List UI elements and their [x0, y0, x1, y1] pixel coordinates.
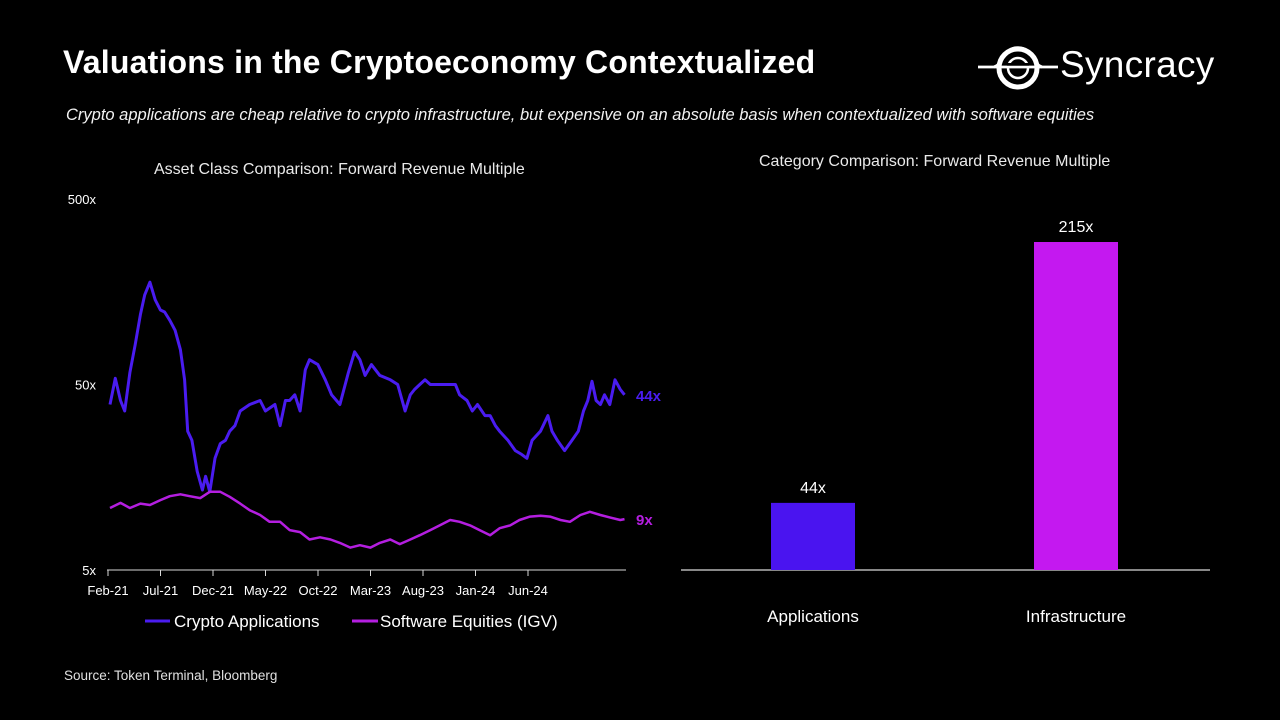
- x-tick-label: Dec-21: [192, 583, 234, 598]
- legend-label-crypto-applications: Crypto Applications: [174, 612, 320, 631]
- series-end-label: 44x: [636, 388, 662, 405]
- y-tick-label: 500x: [68, 192, 97, 207]
- brand-name: Syncracy: [1060, 44, 1215, 85]
- x-tick-label: Jan-24: [456, 583, 496, 598]
- x-tick-label: Aug-23: [402, 583, 444, 598]
- line-chart-title: Asset Class Comparison: Forward Revenue …: [154, 161, 525, 178]
- brand-logo: Syncracy: [978, 40, 1218, 95]
- bar-chart-title: Category Comparison: Forward Revenue Mul…: [759, 153, 1111, 170]
- x-tick-label: Jun-24: [508, 583, 548, 598]
- bar-value-label: 44x: [800, 480, 826, 497]
- bar-value-label: 215x: [1059, 219, 1094, 236]
- bar-category-label: Infrastructure: [1026, 607, 1126, 626]
- bar-category-label: Applications: [767, 607, 859, 626]
- bar-applications: [771, 502, 855, 570]
- bar-chart: 44x Applications 215x Infrastructure: [681, 219, 1210, 626]
- page-title: Valuations in the Cryptoeconomy Contextu…: [63, 44, 816, 80]
- line-chart: Feb-21 Jul-21 Dec-21 May-22 Oct-22 Mar-23 Aug-…: [68, 192, 662, 631]
- legend-label-software-equities: Software Equities (IGV): [380, 612, 558, 631]
- page-subtitle: Crypto applications are cheap relative t…: [66, 106, 1095, 124]
- x-tick-label: Oct-22: [298, 583, 337, 598]
- bar-infrastructure: [1034, 242, 1118, 570]
- x-tick-label: Mar-23: [350, 583, 391, 598]
- x-tick-label: May-22: [244, 583, 287, 598]
- y-tick-label: 50x: [75, 378, 96, 393]
- eclipse-ring-icon: [978, 46, 1058, 90]
- series-line-crypto-applications: [108, 280, 626, 494]
- x-tick-label: Jul-21: [143, 583, 178, 598]
- y-tick-label: 5x: [82, 563, 96, 578]
- source-note: Source: Token Terminal, Bloomberg: [64, 668, 278, 683]
- x-tick-label: Feb-21: [87, 583, 128, 598]
- series-line-software-equities: [109, 490, 625, 549]
- series-end-label: 9x: [636, 512, 653, 529]
